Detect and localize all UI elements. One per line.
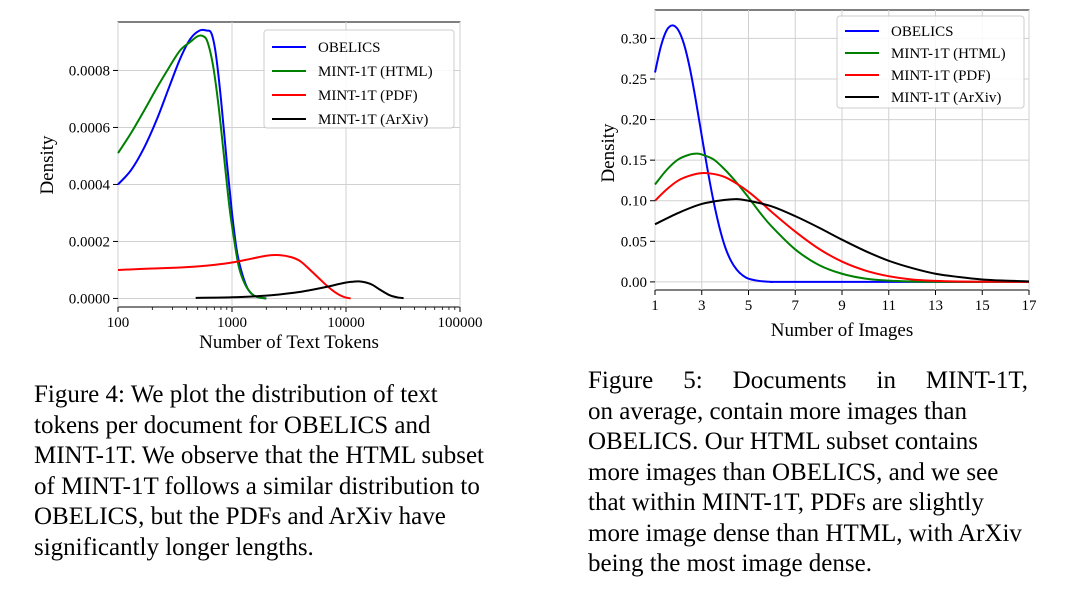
legend-label-mint-1t-arxiv: MINT-1T (ArXiv) xyxy=(891,90,1001,106)
x-tick-label: 7 xyxy=(792,298,800,314)
x-tick-label: 3 xyxy=(698,298,706,314)
legend-label-mint-1t-html: MINT-1T (HTML) xyxy=(891,46,1006,62)
series-line-mint-1t-arxiv xyxy=(195,280,404,300)
x-tick-label: 13 xyxy=(928,298,943,314)
caption-heading: Figure 4: We plot the distribution of te… xyxy=(34,381,438,408)
caption-body: tokens per document for OBELICS and MINT… xyxy=(34,411,484,561)
legend-label-obelics: OBELICS xyxy=(891,24,954,40)
axes: 1 3 5 7 9 11 13 15 170.000.050.100.150.200.250.3… xyxy=(621,31,1037,314)
y-tick-label: 0.0008 xyxy=(69,63,110,79)
x-tick-label: 1000 xyxy=(217,315,247,331)
y-tick-label: 0.0002 xyxy=(69,234,110,250)
curves xyxy=(654,24,1030,283)
x-tick-label: 11 xyxy=(882,298,896,314)
legend: OBELICS MINT-1T (HTML) MINT-1T (PDF) MINT-1… xyxy=(836,15,1025,109)
figure5-caption: Figure 5: Documents in MINT-1T, on avera… xyxy=(588,366,1028,580)
y-tick-label: 0.30 xyxy=(621,31,647,47)
y-tick-label: 0.20 xyxy=(621,113,647,129)
legend-label-mint-1t-pdf: MINT-1T (PDF) xyxy=(891,68,991,84)
x-tick-label: 17 xyxy=(1022,298,1038,314)
x-tick-label: 100000 xyxy=(438,315,483,331)
x-tick-label: 1 xyxy=(651,298,659,314)
figure4-chart: 100 1000 10000 100000 0.0000 0.0002 0.0004 0.00… xyxy=(37,21,483,353)
caption-heading: Figure 5: Documents in MINT-1T, xyxy=(588,367,1028,394)
y-tick-label: 0.0006 xyxy=(69,120,111,136)
y-tick-label: 0.05 xyxy=(621,234,647,250)
axes: 100 1000 10000 100000 0.0000 0.0002 0.0004 0.00… xyxy=(69,63,483,331)
legend-label-obelics: OBELICS xyxy=(318,40,381,56)
x-tick-label: 100 xyxy=(107,315,130,331)
series-line-mint-1t-pdf xyxy=(654,172,1030,283)
legend-label-mint-1t-arxiv: MINT-1T (ArXiv) xyxy=(318,112,428,128)
series-line-mint-1t-html xyxy=(117,34,267,300)
legend-label-mint-1t-html: MINT-1T (HTML) xyxy=(318,64,433,80)
y-axis-label: Density xyxy=(598,123,619,183)
series-line-mint-1t-arxiv xyxy=(654,198,1030,283)
y-tick-label: 0.25 xyxy=(621,72,647,88)
curves xyxy=(117,28,404,300)
x-axis-label: Number of Text Tokens xyxy=(199,332,379,353)
x-tick-label: 10000 xyxy=(327,315,365,331)
y-tick-label: 0.0000 xyxy=(69,291,110,307)
y-tick-label: 0.00 xyxy=(621,275,647,291)
x-tick-label: 15 xyxy=(975,298,990,314)
caption-body: on average, contain more images than OBE… xyxy=(588,397,1022,578)
legend-box xyxy=(263,29,455,129)
x-tick-label: 5 xyxy=(745,298,753,314)
x-tick-label: 9 xyxy=(838,298,846,314)
series-line-mint-1t-pdf xyxy=(117,254,351,300)
figure5-chart: 1 3 5 7 9 11 13 15 170.000.050.100.150.200.250.3… xyxy=(598,9,1037,341)
x-axis-label: Number of Images xyxy=(771,320,913,341)
y-tick-label: 0.10 xyxy=(621,194,647,210)
series-line-mint-1t-html xyxy=(654,152,1030,283)
y-axis-label: Density xyxy=(37,135,58,195)
series-line-obelics xyxy=(654,24,1029,283)
legend-box xyxy=(836,15,1025,109)
y-tick-label: 0.15 xyxy=(621,153,647,169)
legend-label-mint-1t-pdf: MINT-1T (PDF) xyxy=(318,88,418,104)
figure4-caption: Figure 4: We plot the distribution of te… xyxy=(34,380,504,563)
legend: OBELICS MINT-1T (HTML) MINT-1T (PDF) MINT-1… xyxy=(263,29,455,129)
y-tick-label: 0.0004 xyxy=(69,177,111,193)
